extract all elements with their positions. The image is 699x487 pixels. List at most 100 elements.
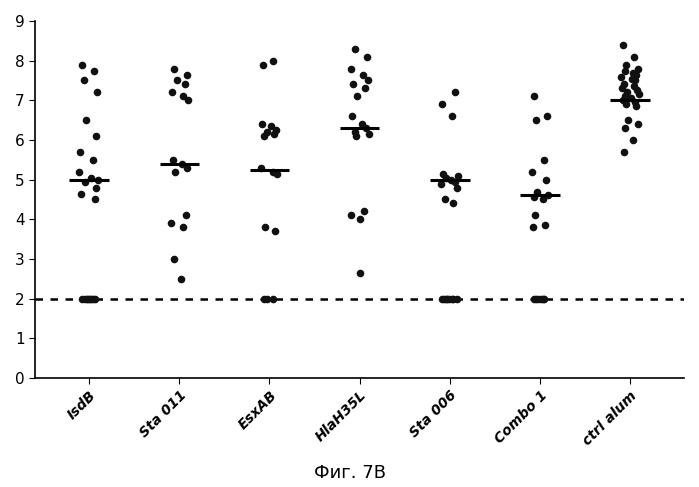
Point	[87, 156, 99, 164]
Point	[452, 184, 463, 191]
Point	[93, 176, 104, 184]
Point	[625, 94, 636, 102]
Point	[630, 102, 642, 110]
Point	[180, 211, 192, 219]
Point	[76, 295, 87, 302]
Point	[623, 116, 634, 124]
Point	[539, 295, 550, 302]
Point	[618, 148, 629, 156]
Point	[168, 156, 179, 164]
Point	[175, 275, 187, 282]
Point	[168, 255, 180, 263]
Point	[166, 89, 178, 96]
Point	[363, 130, 374, 138]
Point	[540, 222, 551, 229]
Point	[182, 71, 193, 78]
Point	[89, 196, 100, 204]
Point	[359, 207, 370, 215]
Point	[271, 170, 282, 178]
Point	[268, 168, 279, 176]
Point	[78, 76, 89, 84]
Point	[633, 65, 644, 73]
Point	[85, 174, 96, 182]
Point	[621, 61, 632, 69]
Point	[632, 87, 643, 94]
Point	[350, 45, 361, 53]
Point	[627, 136, 638, 144]
Point	[73, 168, 85, 176]
Point	[361, 53, 373, 60]
Point	[178, 93, 189, 100]
Point	[259, 132, 270, 140]
Point	[178, 224, 189, 231]
Point	[621, 89, 633, 96]
Point	[271, 126, 282, 134]
Point	[362, 76, 373, 84]
Point	[85, 295, 96, 302]
Point	[628, 82, 639, 90]
Point	[443, 295, 454, 302]
Point	[441, 295, 452, 302]
Point	[435, 180, 446, 187]
Point	[346, 211, 357, 219]
Text: Фиг. 7В: Фиг. 7В	[313, 464, 386, 482]
Point	[350, 128, 361, 136]
Point	[268, 295, 279, 302]
Point	[171, 76, 182, 84]
Point	[617, 96, 628, 104]
Point	[531, 187, 542, 195]
Point	[259, 224, 271, 231]
Point	[540, 176, 552, 184]
Point	[179, 80, 190, 88]
Point	[630, 71, 642, 78]
Point	[181, 164, 192, 171]
Point	[448, 295, 459, 302]
Point	[448, 200, 459, 207]
Point	[542, 112, 553, 120]
Point	[347, 112, 358, 120]
Point	[526, 168, 538, 176]
Point	[449, 89, 461, 96]
Point	[359, 85, 370, 93]
Point	[268, 130, 280, 138]
Point	[438, 170, 449, 178]
Point	[354, 269, 365, 277]
Point	[85, 295, 96, 302]
Point	[527, 224, 538, 231]
Point	[352, 93, 363, 100]
Point	[537, 295, 548, 302]
Point	[539, 156, 550, 164]
Point	[528, 194, 539, 202]
Point	[452, 295, 463, 302]
Point	[440, 295, 452, 302]
Point	[618, 80, 629, 88]
Point	[87, 295, 99, 302]
Point	[257, 120, 268, 128]
Point	[538, 196, 549, 204]
Point	[449, 178, 461, 186]
Point	[75, 189, 87, 197]
Point	[529, 93, 540, 100]
Point	[268, 57, 279, 65]
Point	[90, 132, 101, 140]
Point	[80, 116, 92, 124]
Point	[619, 67, 630, 75]
Point	[79, 295, 90, 302]
Point	[92, 89, 103, 96]
Point	[633, 91, 644, 98]
Point	[440, 196, 451, 204]
Point	[356, 120, 368, 128]
Point	[621, 100, 632, 108]
Point	[76, 61, 87, 69]
Point	[269, 227, 280, 235]
Point	[530, 211, 541, 219]
Point	[445, 176, 456, 184]
Point	[629, 53, 640, 60]
Point	[617, 85, 628, 93]
Point	[633, 120, 644, 128]
Point	[360, 124, 371, 132]
Point	[630, 76, 641, 84]
Point	[347, 80, 359, 88]
Point	[533, 295, 544, 302]
Point	[91, 184, 102, 191]
